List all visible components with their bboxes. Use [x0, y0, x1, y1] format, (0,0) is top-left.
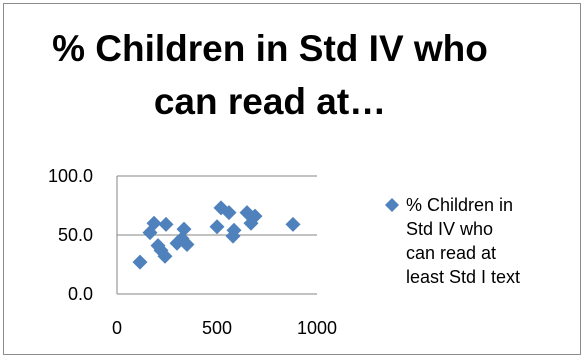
- data-point: [176, 221, 192, 237]
- data-point: [209, 219, 225, 235]
- data-point: [132, 254, 148, 270]
- y-tick-label: 50.0: [58, 225, 93, 245]
- data-point: [179, 236, 195, 252]
- legend-marker: [385, 198, 399, 212]
- chart-title: % Children in Std IV who can read at…: [52, 28, 488, 122]
- y-tick-label: 100.0: [48, 166, 93, 186]
- data-point: [146, 215, 162, 231]
- legend-label-line: % Children in: [406, 195, 514, 215]
- legend-label-line: can read at: [406, 243, 497, 263]
- legend-label-line: Std IV who: [406, 219, 494, 239]
- x-tick-label: 500: [202, 318, 232, 338]
- data-point: [285, 216, 301, 232]
- x-tick-label: 0: [112, 318, 122, 338]
- data-point: [157, 248, 173, 264]
- legend-label: % Children in Std IV who can read at lea…: [406, 193, 576, 289]
- chart-frame: [3, 3, 581, 355]
- data-point: [221, 205, 237, 221]
- x-tick-label: 1000: [297, 318, 337, 338]
- data-point: [247, 208, 263, 224]
- legend-label-line: least Std I text: [406, 267, 521, 287]
- y-tick-label: 0.0: [68, 284, 93, 304]
- data-point: [226, 222, 242, 238]
- data-point: [158, 216, 174, 232]
